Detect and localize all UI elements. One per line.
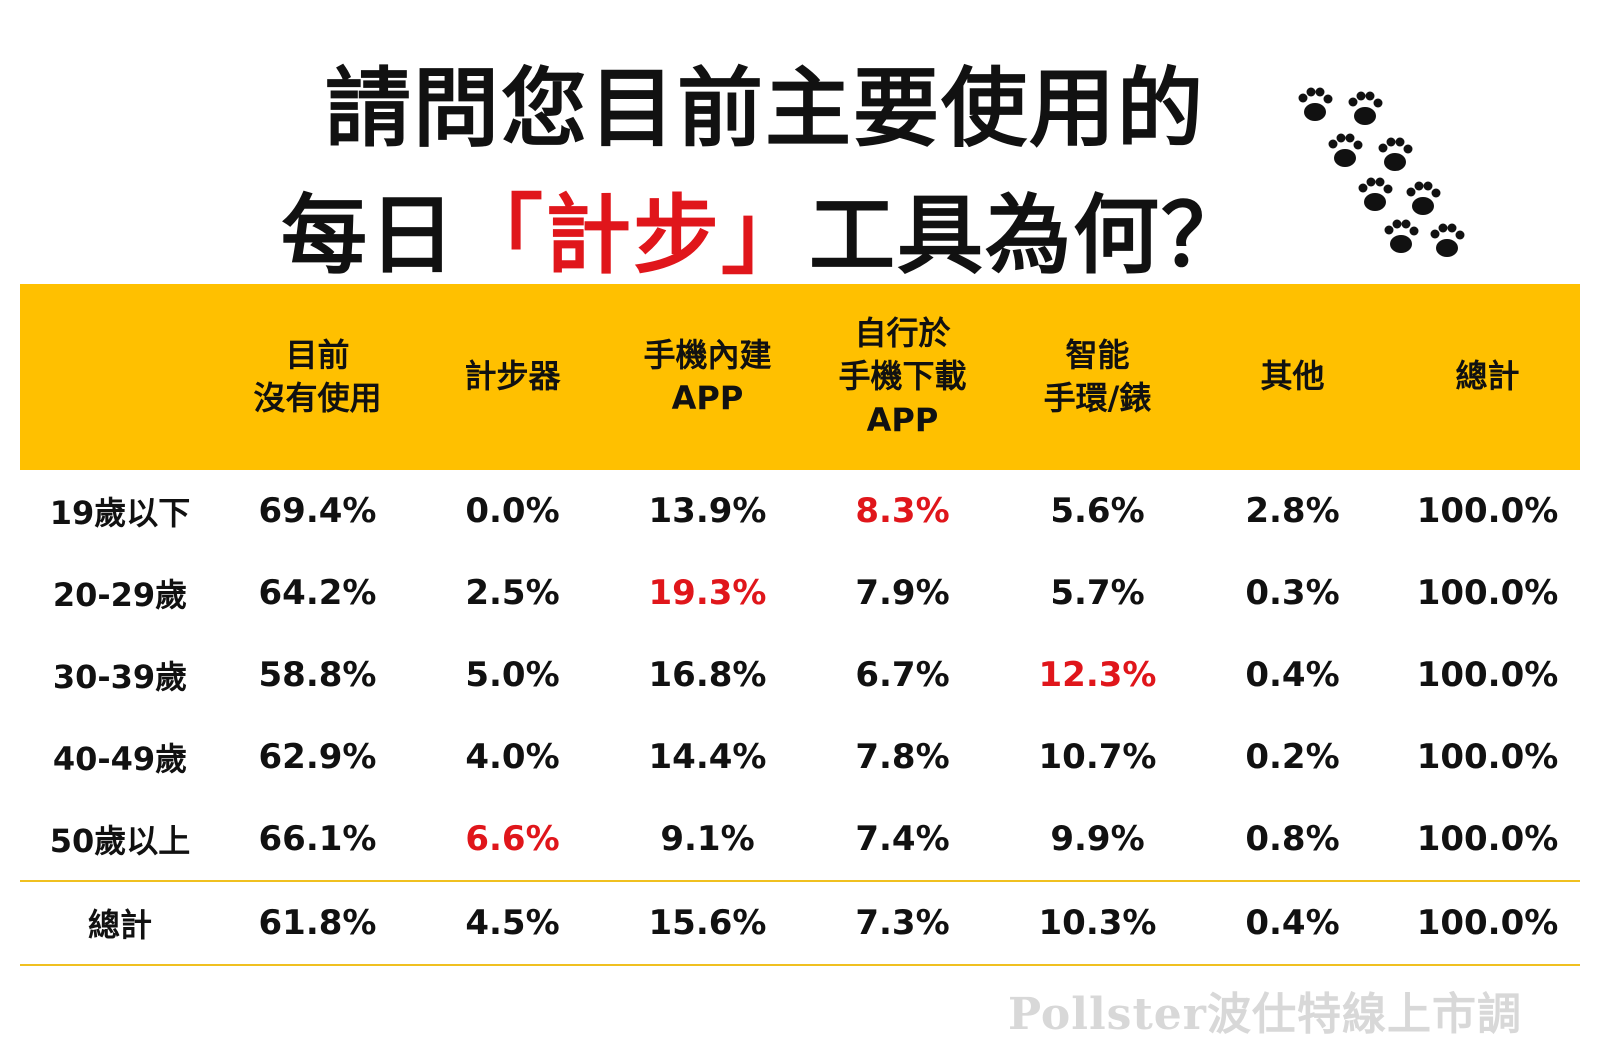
- row-label: 50歲以上: [49, 822, 191, 860]
- table-row-total: 總計 61.8% 4.5% 15.6% 7.3% 10.3% 0.4% 100.0%: [20, 882, 1580, 964]
- header-cell-total: 總計: [1455, 357, 1520, 396]
- header-cell-builtin-app: 手機內建 APP: [643, 335, 772, 417]
- value-cell: 14.4%: [648, 737, 767, 777]
- row-label: 19歲以下: [49, 494, 191, 532]
- header-cell-not-using: 目前 沒有使用: [253, 335, 382, 417]
- total-value-cell: 7.3%: [855, 903, 950, 943]
- table-rule-top: [20, 880, 1580, 882]
- value-cell: 7.4%: [855, 819, 950, 859]
- paw-prints-icon: [1298, 87, 1465, 257]
- chart-title-line1: 請問您目前主要使用的: [0, 38, 1530, 163]
- value-cell: 69.4%: [258, 491, 377, 531]
- total-label: 總計: [87, 906, 152, 944]
- value-cell: 100.0%: [1416, 819, 1559, 859]
- value-cell: 6.7%: [855, 655, 950, 695]
- value-cell: 58.8%: [258, 655, 377, 695]
- table-body: 19歲以下 69.4% 0.0% 13.9% 8.3% 5.6% 2.8% 100.0% 20-…: [20, 470, 1580, 880]
- value-cell: 0.0%: [465, 491, 560, 531]
- row-label: 20-29歲: [52, 576, 188, 614]
- value-cell: 100.0%: [1416, 573, 1559, 613]
- title-text-2a: 每日: [281, 186, 457, 286]
- table-row: 20-29歲 64.2% 2.5% 19.3% 7.9% 5.7% 0.3% 100.0%: [20, 552, 1580, 634]
- header-cell-downloaded-app: 自行於 手機下載 APP: [838, 314, 967, 439]
- value-cell: 0.8%: [1245, 819, 1340, 859]
- value-cell: 9.9%: [1050, 819, 1145, 859]
- row-label: 30-39歲: [52, 658, 188, 696]
- chart-title-line2: 每日「計步」工具為何？: [0, 165, 1530, 290]
- total-value-cell: 10.3%: [1038, 903, 1157, 943]
- value-cell: 100.0%: [1416, 655, 1559, 695]
- value-cell: 64.2%: [258, 573, 377, 613]
- total-value-cell: 61.8%: [258, 903, 377, 943]
- value-cell: 62.9%: [258, 737, 377, 777]
- data-table: 目前 沒有使用 計步器 手機內建 APP 自行於 手機下載 APP 智能 手環/…: [20, 284, 1580, 966]
- title-text-2-red: 「計步」: [457, 186, 809, 286]
- value-cell: 2.5%: [465, 573, 560, 613]
- total-value-cell: 0.4%: [1245, 903, 1340, 943]
- value-cell: 9.1%: [660, 819, 755, 859]
- table-rule-bottom: [20, 964, 1580, 966]
- total-value-cell: 100.0%: [1416, 903, 1559, 943]
- row-label: 40-49歲: [52, 740, 188, 778]
- value-cell: 5.6%: [1050, 491, 1145, 531]
- value-cell: 7.9%: [855, 573, 950, 613]
- header-cell-other: 其他: [1260, 357, 1325, 396]
- value-cell: 10.7%: [1038, 737, 1157, 777]
- value-cell: 5.7%: [1050, 573, 1145, 613]
- value-cell: 7.8%: [855, 737, 950, 777]
- table-row: 40-49歲 62.9% 4.0% 14.4% 7.8% 10.7% 0.2% 100.0%: [20, 716, 1580, 798]
- value-cell-highlighted: 19.3%: [648, 573, 767, 613]
- value-cell: 0.2%: [1245, 737, 1340, 777]
- table-row: 19歲以下 69.4% 0.0% 13.9% 8.3% 5.6% 2.8% 100.0%: [20, 470, 1580, 552]
- total-value-cell: 4.5%: [465, 903, 560, 943]
- value-cell: 4.0%: [465, 737, 560, 777]
- value-cell: 0.3%: [1245, 573, 1340, 613]
- value-cell-highlighted: 6.6%: [465, 819, 560, 859]
- title-text-1: 請問您目前主要使用的: [325, 59, 1205, 159]
- title-text-2b: 工具為何？: [809, 186, 1249, 286]
- value-cell-highlighted: 8.3%: [855, 491, 950, 531]
- value-cell: 2.8%: [1245, 491, 1340, 531]
- header-cell-smart-band: 智能 手環/錶: [1043, 335, 1152, 417]
- total-value-cell: 15.6%: [648, 903, 767, 943]
- watermark-logo: Pollster波仕特線上市調: [1008, 989, 1522, 1040]
- value-cell: 16.8%: [648, 655, 767, 695]
- value-cell: 100.0%: [1416, 737, 1559, 777]
- value-cell-highlighted: 12.3%: [1038, 655, 1157, 695]
- value-cell: 0.4%: [1245, 655, 1340, 695]
- header-cell-pedometer: 計步器: [464, 357, 561, 396]
- value-cell: 100.0%: [1416, 491, 1559, 531]
- table-row: 30-39歲 58.8% 5.0% 16.8% 6.7% 12.3% 0.4% 100.0%: [20, 634, 1580, 716]
- table-header: 目前 沒有使用 計步器 手機內建 APP 自行於 手機下載 APP 智能 手環/…: [20, 284, 1580, 470]
- value-cell: 5.0%: [465, 655, 560, 695]
- value-cell: 66.1%: [258, 819, 377, 859]
- value-cell: 13.9%: [648, 491, 767, 531]
- table-row: 50歲以上 66.1% 6.6% 9.1% 7.4% 9.9% 0.8% 100.0%: [20, 798, 1580, 880]
